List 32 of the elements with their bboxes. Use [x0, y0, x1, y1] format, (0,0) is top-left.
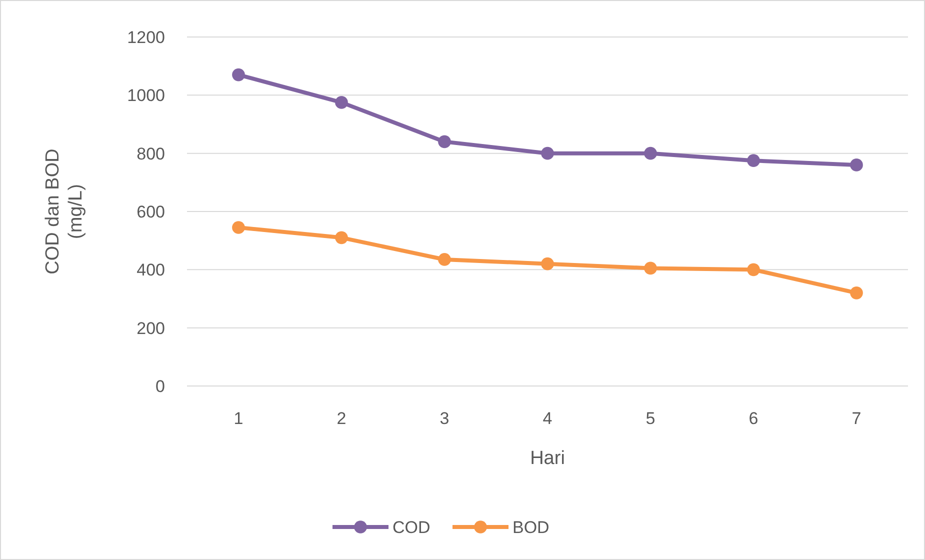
point — [644, 146, 657, 160]
y-tick-label: 600 — [136, 202, 165, 222]
x-tick-label: 3 — [440, 409, 450, 428]
point — [541, 257, 554, 270]
point — [644, 262, 657, 275]
point — [335, 231, 348, 244]
x-tick-label: 5 — [646, 409, 656, 428]
point — [232, 221, 245, 234]
point — [541, 146, 554, 160]
point — [438, 135, 451, 148]
x-axis-title: Hari — [530, 448, 565, 469]
y-tick-label: 800 — [136, 144, 165, 164]
legend-label: BOD — [512, 518, 550, 537]
y-tick-label: 0 — [156, 376, 165, 396]
point — [232, 68, 245, 82]
y-tick-label: 1200 — [127, 28, 165, 47]
x-tick-label: 7 — [852, 409, 862, 428]
x-tick-label: 4 — [542, 409, 552, 428]
point — [438, 253, 451, 266]
x-tick-label: 2 — [336, 409, 346, 428]
point — [850, 286, 863, 300]
legend-label: COD — [392, 518, 430, 537]
x-tick-label: 6 — [748, 409, 758, 428]
y-tick-label: 400 — [136, 260, 165, 280]
y-axis-title: COD dan BOD (mg/L) — [42, 148, 86, 274]
y-tick-label: 1000 — [127, 86, 165, 106]
x-tick-label: 1 — [234, 409, 244, 428]
point — [335, 96, 348, 109]
point — [747, 154, 760, 168]
point — [747, 263, 760, 276]
y-tick-label: 200 — [136, 318, 165, 338]
point — [850, 158, 863, 172]
